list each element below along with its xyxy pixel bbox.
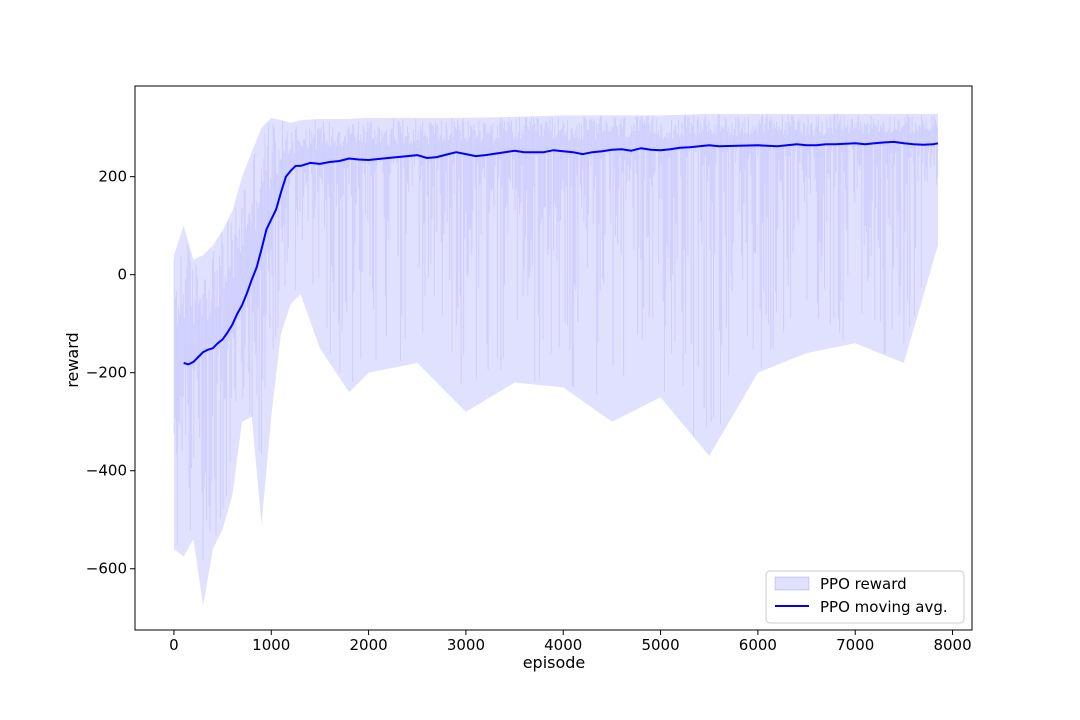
reward-band — [173, 113, 938, 606]
legend: PPO reward PPO moving avg. — [765, 570, 965, 624]
y-tick-label: −400 — [86, 462, 127, 480]
y-tick-label: −200 — [86, 364, 127, 382]
legend-swatch-reward — [774, 576, 810, 591]
reward-spikes — [173, 114, 939, 561]
x-tick-label: 7000 — [836, 636, 874, 654]
plot-area — [173, 113, 939, 606]
x-axis-label: episode — [523, 653, 586, 672]
y-axis-label: reward — [63, 332, 82, 387]
legend-label-moving-avg: PPO moving avg. — [820, 598, 948, 616]
x-tick-label: 8000 — [933, 636, 971, 654]
legend-label-reward: PPO reward — [820, 575, 907, 593]
x-tick-label: 5000 — [641, 636, 679, 654]
axes: 0 1000 2000 3000 4000 5000 6000 7000 8000−600−40… — [86, 85, 973, 654]
y-tick-label: −600 — [86, 560, 127, 578]
x-tick-label: 6000 — [739, 636, 777, 654]
x-tick-label: 3000 — [447, 636, 485, 654]
y-tick-label: 200 — [98, 168, 127, 186]
moving-avg-line — [183, 140, 939, 366]
x-tick-label: 4000 — [544, 636, 582, 654]
x-tick-label: 1000 — [252, 636, 290, 654]
x-tick-label: 0 — [169, 636, 179, 654]
legend-box — [765, 570, 965, 624]
x-tick-label: 2000 — [349, 636, 387, 654]
plot-frame — [134, 85, 973, 631]
y-tick-label: 0 — [117, 266, 127, 284]
